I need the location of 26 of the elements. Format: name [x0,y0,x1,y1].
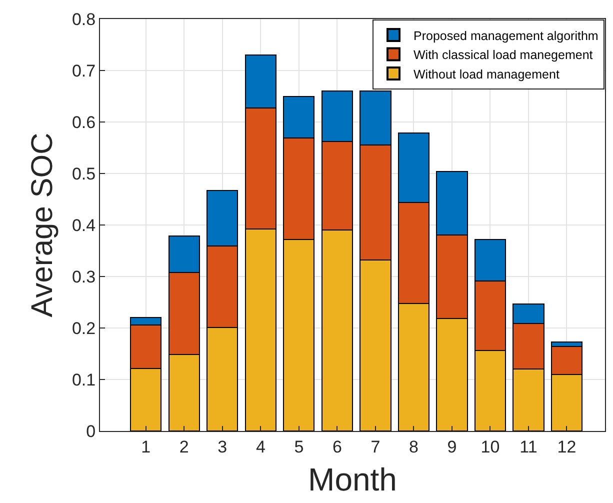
x-tick-label: 10 [480,437,500,456]
x-tick-label: 7 [370,437,380,456]
x-tick-label: 9 [447,437,457,456]
y-tick-label: 0.5 [72,164,96,184]
x-tick-label: 2 [179,437,189,456]
x-tick-label: 8 [408,437,418,456]
y-tick-label: 0.1 [72,370,96,390]
x-tick-label: 11 [520,437,538,456]
x-tick-label: 1 [141,437,151,456]
x-tick-label: 5 [294,437,304,456]
x-tick-label: 6 [332,437,342,456]
y-tick-label: 0.3 [72,267,96,286]
y-tick-label: 0.7 [72,61,96,80]
x-axis-title: Month [308,461,397,498]
legend-label: Without load management [413,67,560,82]
x-tick-label: 12 [557,437,576,456]
x-tick-label: 3 [218,437,228,456]
y-tick-label: 0.6 [72,112,96,132]
y-axis-title: Average SOC [26,132,59,318]
y-tick-label: 0 [86,422,96,441]
legend-label: Proposed management algorithm [413,28,598,43]
legend-label: With classical load manegement [413,48,594,62]
y-tick-label: 0.8 [72,10,96,29]
x-tick-label: 4 [256,437,266,456]
y-tick-label: 0.2 [72,318,96,338]
y-tick-label: 0.4 [72,216,96,235]
